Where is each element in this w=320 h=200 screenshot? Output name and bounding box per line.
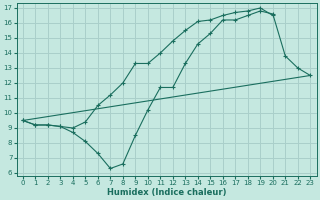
X-axis label: Humidex (Indice chaleur): Humidex (Indice chaleur)	[107, 188, 226, 197]
